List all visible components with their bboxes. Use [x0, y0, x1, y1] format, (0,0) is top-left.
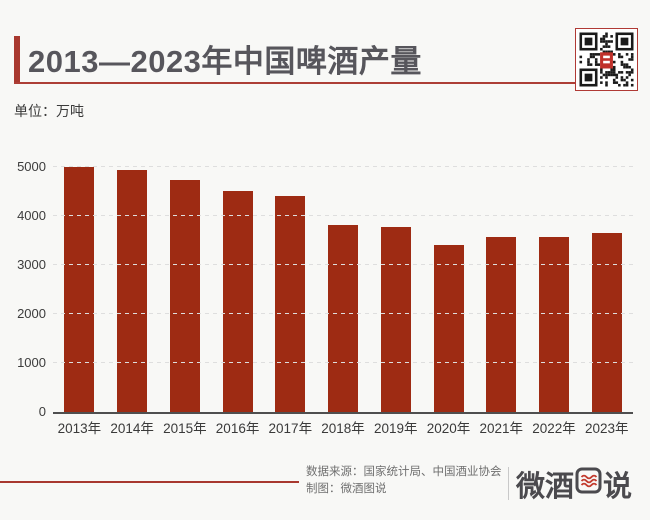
- title-accent-bar: [14, 36, 20, 84]
- gridline-5000: [53, 165, 633, 167]
- bar-slot: [317, 155, 370, 412]
- bar-slot: [106, 155, 159, 412]
- logo-divider: [508, 467, 509, 500]
- page-title: 2013—2023年中国啤酒产量: [28, 44, 422, 79]
- y-tick-label-1000: 1000: [17, 354, 46, 370]
- x-axis: 2013年 2014年 2015年 2016年 2017年 2018年 2019年 2020年…: [53, 417, 633, 437]
- x-tick-label-2015年: 2015年: [163, 421, 207, 436]
- qr-code: [575, 28, 638, 91]
- x-tick-label-2013年: 2013年: [57, 421, 102, 436]
- y-tick-label-4000: 4000: [17, 207, 46, 223]
- bar-2013年: [64, 167, 95, 412]
- x-tick-label-2016年: 2016年: [215, 421, 260, 436]
- gridline-3000: [53, 263, 633, 265]
- y-tick-label-3000: 3000: [17, 256, 46, 272]
- bar-slot: [528, 155, 581, 412]
- bar-2020年: [433, 244, 464, 412]
- x-tick-label-2018年: 2018年: [321, 421, 365, 436]
- x-tick-label-2023年: 2023年: [584, 421, 629, 436]
- x-tick-label-2017年: 2017年: [268, 421, 313, 436]
- gridline-1000: [53, 361, 633, 363]
- bar-2019年: [380, 227, 411, 412]
- bar-2021年: [486, 237, 517, 412]
- x-tick-label-2022年: 2022年: [532, 421, 576, 436]
- y-tick-label-0: 0: [38, 404, 46, 419]
- bar-2016年: [222, 190, 253, 412]
- bar-slot: [369, 155, 422, 412]
- beer-production-chart: [53, 155, 633, 414]
- gridline-4000: [53, 214, 633, 216]
- wave-box-icon: [575, 467, 602, 502]
- unit-label: 单位：万吨: [14, 103, 84, 119]
- bar-slot: [422, 155, 475, 412]
- brand-logo-prefix: 微酒: [516, 471, 575, 503]
- bar-2015年: [169, 180, 200, 412]
- x-tick-label-2021年: 2021年: [479, 421, 524, 436]
- title-underline: [14, 82, 575, 84]
- data-source-text: 数据来源：国家统计局、中国酒业协会: [306, 466, 502, 478]
- bar-slot: [264, 155, 317, 412]
- bar-2014年: [117, 170, 148, 412]
- bar-slot: [475, 155, 528, 412]
- x-tick-label-2019年: 2019年: [374, 421, 418, 436]
- credit-text: 制图：微酒图说: [306, 483, 387, 495]
- bar-slot: [53, 155, 106, 412]
- bar-2023年: [591, 233, 622, 412]
- bar-slot: [580, 155, 633, 412]
- x-tick-label-2020年: 2020年: [426, 421, 471, 436]
- brand-logo: 微酒 说: [516, 464, 632, 504]
- x-tick-label-2014年: 2014年: [110, 421, 154, 436]
- brand-logo-suffix: 说: [603, 471, 633, 503]
- bar-slot: [211, 155, 264, 412]
- y-tick-label-5000: 5000: [17, 158, 46, 174]
- footer-rule: [0, 481, 299, 483]
- bar-2022年: [538, 236, 569, 412]
- bar-2017年: [275, 195, 306, 412]
- qr-code-icon: [579, 32, 634, 87]
- bar-2018年: [328, 224, 359, 412]
- bar-slot: [158, 155, 211, 412]
- bar-series: [53, 155, 633, 412]
- footer-credits: 数据来源：国家统计局、中国酒业协会 制图：微酒图说: [306, 464, 502, 498]
- y-tick-label-2000: 2000: [17, 305, 46, 321]
- gridline-2000: [53, 312, 633, 314]
